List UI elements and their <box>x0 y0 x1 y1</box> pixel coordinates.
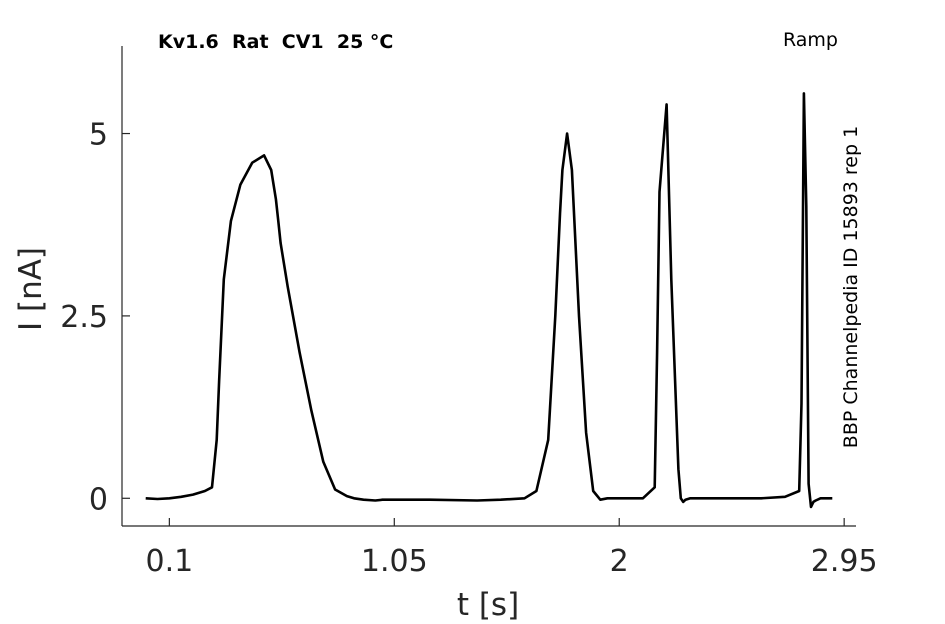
current-trace-line <box>145 92 833 509</box>
x-tick-label: 1.05 <box>361 544 428 579</box>
y-tick-label: 2.5 <box>60 300 108 335</box>
y-tick-label: 5 <box>89 118 108 153</box>
x-ticks: 0.1 1.05 2 2.95 <box>145 518 878 579</box>
plot-area <box>145 92 833 509</box>
chart-title: Kv1.6 Rat CV1 25 °C <box>158 31 393 53</box>
protocol-label: Ramp <box>783 29 838 51</box>
source-label: BBP Channelpedia ID 15893 rep 1 <box>840 126 862 448</box>
y-tick-label: 0 <box>89 482 108 517</box>
x-tick-label: 2 <box>610 544 629 579</box>
y-axis-label: I [nA] <box>13 247 49 331</box>
x-axis-label: t [s] <box>457 587 519 623</box>
y-ticks: 02.55 <box>60 118 130 517</box>
x-tick-label: 2.95 <box>811 544 878 579</box>
x-tick-label: 0.1 <box>145 544 193 579</box>
